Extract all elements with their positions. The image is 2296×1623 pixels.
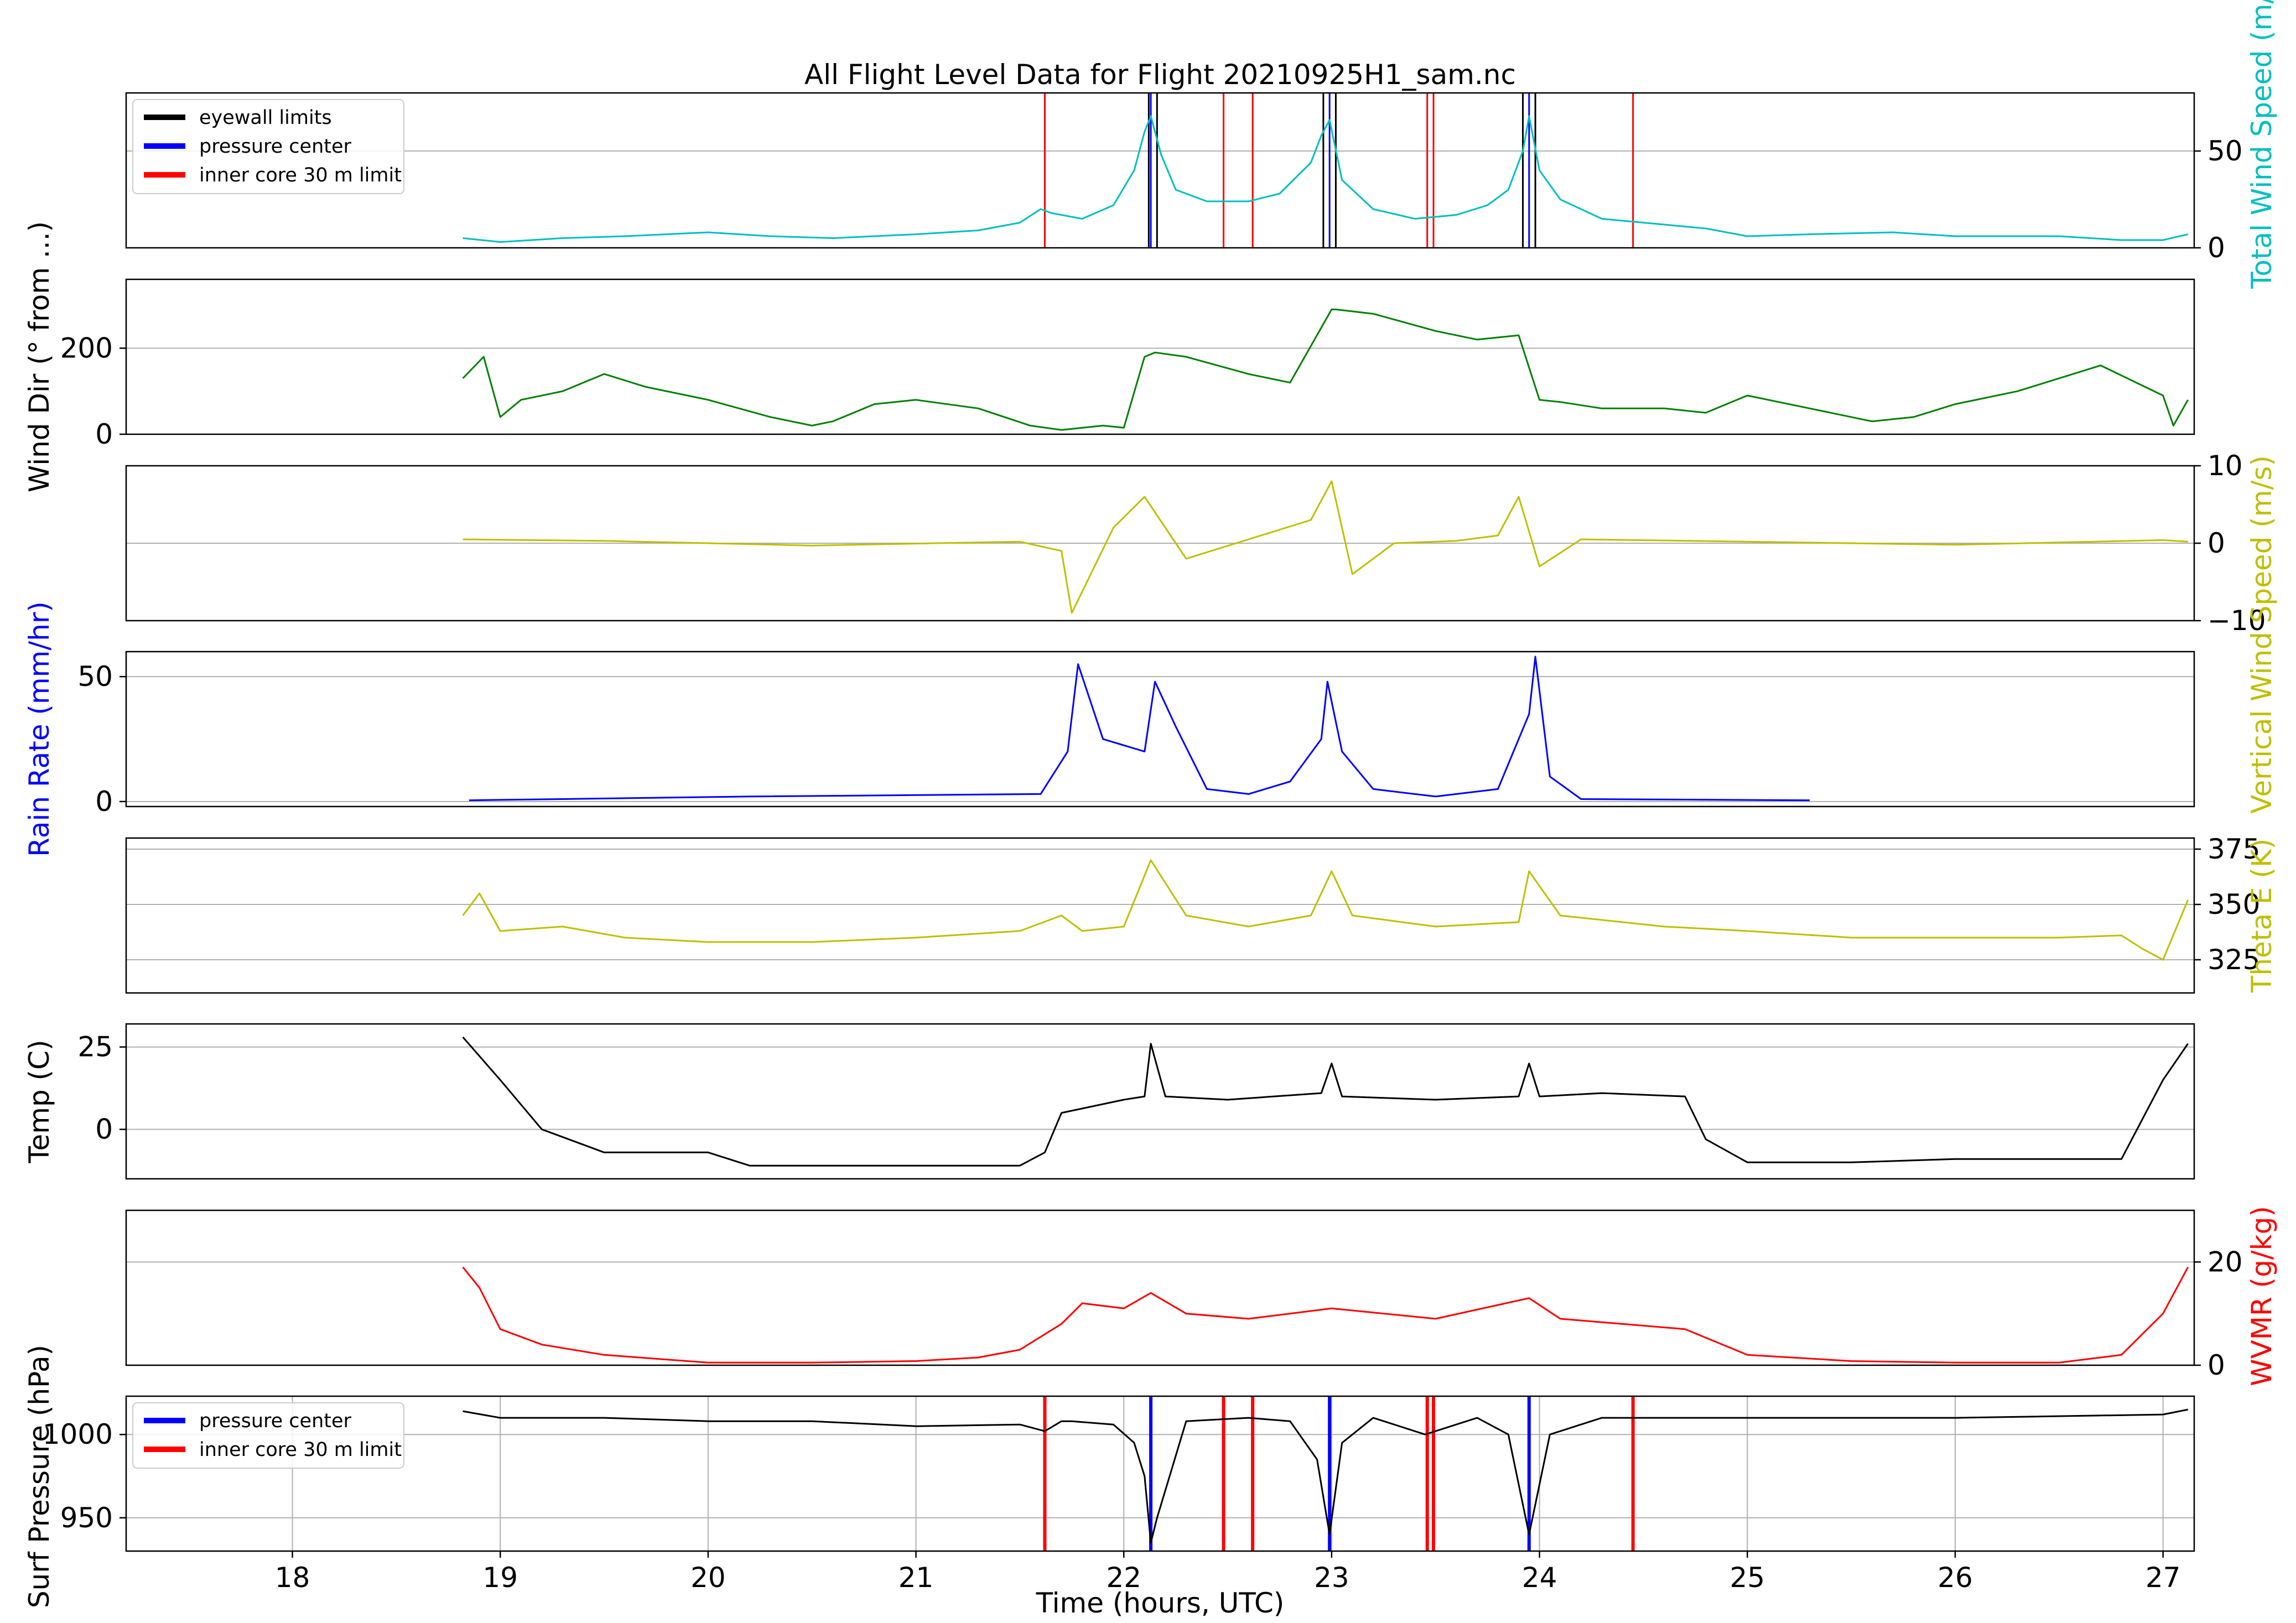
series-line-theta-e bbox=[462, 859, 2189, 961]
y-axis-label-part: Vertical Wind Speed (m/s) bbox=[2246, 455, 2278, 814]
y-axis-label-part: WVMR (g/kg) bbox=[2246, 1206, 2278, 1386]
axes-frame bbox=[125, 1209, 2195, 1366]
y-axis-label-part: Wind Speed bbox=[2246, 50, 2278, 215]
series-line-surf-pressure bbox=[463, 1408, 2188, 1544]
x-tick-label: 22 bbox=[1106, 1562, 1141, 1594]
y-axis-label-theta-e: Theta E (K) bbox=[2246, 839, 2278, 993]
panel-vertical-wind: −10 0 10 Vertical Wind Speed (m/s) bbox=[125, 450, 2278, 814]
x-tick-label: 18 bbox=[275, 1562, 310, 1594]
axes-frame bbox=[125, 278, 2195, 435]
y-tick-label: 0 bbox=[2207, 1349, 2225, 1381]
x-tick-label: 27 bbox=[2146, 1562, 2181, 1594]
series-line-wind-dir bbox=[462, 308, 2189, 431]
y-tick-label: 0 bbox=[95, 786, 113, 818]
x-tick-label: 24 bbox=[1522, 1562, 1557, 1594]
y-axis-label-vertical-wind: Vertical Wind Speed (m/s) bbox=[2246, 455, 2278, 814]
legend-label: eyewall limits bbox=[199, 107, 332, 129]
y-tick-label: 375 bbox=[2207, 833, 2260, 865]
panel-wvmr: 0 20 WVMR (g/kg) bbox=[125, 1206, 2278, 1386]
y-axis-label-wind-dir: Wind Dir (° from ...) bbox=[23, 221, 55, 492]
chart-title: All Flight Level Data for Flight 2021092… bbox=[804, 59, 1516, 91]
y-tick-label: 0 bbox=[95, 418, 113, 450]
y-tick-label: 325 bbox=[2207, 944, 2260, 976]
legend-box bbox=[132, 99, 404, 194]
y-tick-label: −10 bbox=[2207, 605, 2266, 637]
y-axis-label-wvmr: WVMR (g/kg) bbox=[2246, 1206, 2278, 1386]
x-tick-label: 26 bbox=[1937, 1562, 1973, 1594]
legend-label: inner core 30 m limit bbox=[199, 164, 402, 186]
y-axis-label-rain-rate: Rain Rate (mm/hr) bbox=[23, 601, 55, 857]
y-tick-label: 0 bbox=[2207, 527, 2225, 559]
y-axis-label-wind-speed: Total Wind Speed (m/s) bbox=[2246, 0, 2278, 289]
legend-label: pressure center bbox=[199, 136, 352, 158]
legend-bottom: pressure center inner core 30 m limit bbox=[132, 1402, 404, 1469]
y-tick-label: 25 bbox=[77, 1031, 113, 1063]
y-axis-label-surf-pressure: Surf Pressure (hPa) bbox=[23, 1345, 55, 1608]
legend-label: inner core 30 m limit bbox=[199, 1439, 402, 1461]
y-axis-label-part: (m/s) bbox=[2246, 0, 2278, 50]
axes-frame bbox=[125, 92, 2195, 249]
axes-frame bbox=[125, 837, 2195, 994]
series-line-temp bbox=[462, 1036, 2189, 1167]
y-tick-label: 20 bbox=[2207, 1246, 2243, 1278]
x-tick-label: 23 bbox=[1314, 1562, 1349, 1594]
y-axis-label-part: Theta E (K) bbox=[2246, 839, 2278, 993]
y-axis-label-part: Temp (C) bbox=[23, 1039, 55, 1163]
axes-frame bbox=[125, 1023, 2195, 1180]
x-tick-label: 25 bbox=[1729, 1562, 1765, 1594]
legend-label: pressure center bbox=[199, 1410, 352, 1432]
y-tick-label: 50 bbox=[2207, 135, 2243, 167]
y-axis-label-temp: Temp (C) bbox=[23, 1039, 55, 1163]
series-line-rain-rate bbox=[469, 656, 1810, 802]
y-tick-label: 200 bbox=[60, 332, 113, 364]
y-axis-label-part: Surf Pressure (hPa) bbox=[23, 1345, 55, 1608]
y-axis-label-part: Wind Dir (° from ...) bbox=[23, 221, 55, 492]
x-tick-label: 21 bbox=[898, 1562, 934, 1594]
axes-frame bbox=[125, 651, 2195, 808]
y-tick-label: 0 bbox=[2207, 232, 2225, 264]
x-tick-label: 19 bbox=[482, 1562, 518, 1594]
y-tick-label: 1000 bbox=[43, 1418, 113, 1450]
x-axis-label: Time (hours, UTC) bbox=[1036, 1587, 1285, 1619]
x-tick-label: 20 bbox=[690, 1562, 726, 1594]
legend-box bbox=[132, 1402, 404, 1469]
y-tick-label: 10 bbox=[2207, 450, 2243, 482]
y-axis-label-part: Total bbox=[2246, 215, 2278, 289]
axes-frame bbox=[125, 1395, 2195, 1552]
panel-rain-rate: 0 50 Rain Rate (mm/hr) bbox=[23, 601, 2195, 857]
y-tick-label: 350 bbox=[2207, 888, 2260, 920]
series-line-wvmr bbox=[462, 1266, 2189, 1364]
y-tick-label: 50 bbox=[77, 660, 113, 693]
y-tick-label: 0 bbox=[95, 1114, 113, 1146]
series-line-wind-speed bbox=[463, 115, 2189, 243]
panel-temp: 0 25 Temp (C) bbox=[23, 1023, 2195, 1180]
series-line-vertical-wind bbox=[463, 480, 2188, 614]
y-tick-label: 950 bbox=[60, 1502, 113, 1534]
legend-top: eyewall limits pressure center inner core … bbox=[132, 99, 404, 194]
y-axis-label-part: Rain Rate (mm/hr) bbox=[23, 601, 55, 857]
